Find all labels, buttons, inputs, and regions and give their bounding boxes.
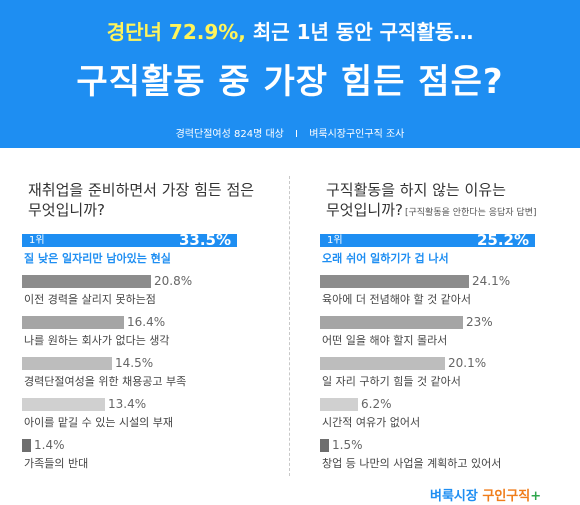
bar-row: 1위 33.5% 질 낮은 일자리만 남아있는 현실 (22, 231, 262, 268)
chart-note: [구직활동을 안한다는 응답자 답변] (404, 208, 537, 218)
bar-mark: 1위 33.5% (22, 231, 237, 249)
rank-badge: 1위 (29, 235, 45, 246)
survey-info: 경력단절여성 824명 대상 I 벼룩시장구인구직 조사 (0, 125, 580, 140)
chart-title-line1: 구직활동을 하지 않는 이유는 (326, 181, 506, 199)
bar-row: 1위 25.2% 오래 쉬어 일하기가 겁 나서 (320, 231, 560, 268)
bar-row: 20.1% 일 자리 구하기 힘들 것 같아서 (320, 356, 560, 391)
logo-plus-icon: + (530, 489, 542, 504)
bar-value-label: 23% (466, 315, 493, 329)
bar-value-label: 1.4% (34, 438, 65, 452)
bar-row: 23% 어떤 일을 해야 할지 몰라서 (320, 315, 560, 350)
bar-mark (320, 439, 329, 452)
bar-category-label: 아이를 맡길 수 있는 시설의 부재 (24, 416, 174, 429)
survey-target: 경력단절여성 824명 대상 (175, 129, 284, 140)
bar-category-label: 육아에 더 전념해야 할 것 같아서 (322, 293, 472, 306)
headline: 경단녀 72.9%, 최근 1년 동안 구직활동… (0, 16, 580, 45)
logo-text-b: 구인구직 (482, 489, 531, 504)
survey-source: 벼룩시장구인구직 조사 (309, 129, 405, 140)
bar-mark (22, 275, 151, 288)
page-title: 구직활동 중 가장 힘든 점은? (76, 62, 504, 102)
chart-title-line2-wrap: 무엇입니까? [구직활동을 안한다는 응답자 답변] (326, 200, 580, 223)
bar-value-label: 24.1% (472, 274, 511, 288)
bar-category-label: 나를 원하는 회사가 없다는 생각 (24, 334, 170, 347)
bar-category-label: 창업 등 나만의 사업을 계획하고 있어서 (322, 457, 502, 470)
panel-divider (289, 176, 290, 476)
bar-row: 1.5% 창업 등 나만의 사업을 계획하고 있어서 (320, 438, 560, 473)
bar-row: 1.4% 가족들의 반대 (22, 438, 262, 473)
bar-row: 20.8% 이전 경력을 살리지 못하는점 (22, 274, 262, 309)
bar-category-label: 경력단절여성을 위한 채용공고 부족 (24, 375, 187, 388)
bar-category-label: 가족들의 반대 (24, 457, 89, 470)
bar-mark (320, 316, 463, 329)
bar-row: 16.4% 나를 원하는 회사가 없다는 생각 (22, 315, 262, 350)
bar-value-label: 25.2% (476, 231, 529, 249)
bar-mark (22, 439, 31, 452)
chart-title-line1: 재취업을 준비하면서 가장 힘든 점은 (28, 181, 255, 199)
headline-rest: 최근 1년 동안 구직활동… (245, 20, 474, 44)
bar-category-label: 시간적 여유가 없어서 (322, 416, 421, 429)
bar-row: 14.5% 경력단절여성을 위한 채용공고 부족 (22, 356, 262, 391)
logo-text-a: 벼룩시장 (430, 489, 483, 504)
chart-title: 재취업을 준비하면서 가장 힘든 점은 무엇입니까? (28, 180, 288, 220)
bar-value-label: 1.5% (332, 438, 363, 452)
bar-value-label: 20.8% (154, 274, 193, 288)
chart-title-line2: 무엇입니까? (28, 201, 105, 219)
bar-mark (320, 275, 469, 288)
bar-value-label: 13.4% (108, 397, 147, 411)
bar-mark (22, 357, 112, 370)
bar-value-label: 14.5% (115, 356, 154, 370)
bar-value-label: 20.1% (448, 356, 487, 370)
bar-mark (22, 398, 105, 411)
bar-row: 24.1% 육아에 더 전념해야 할 것 같아서 (320, 274, 560, 309)
brand-logo: 벼룩시장 구인구직+ (430, 485, 541, 504)
bar-category-label: 오래 쉬어 일하기가 겁 나서 (322, 252, 449, 265)
bar-category-label: 일 자리 구하기 힘들 것 같아서 (322, 375, 461, 388)
bar-row: 13.4% 아이를 맡길 수 있는 시설의 부재 (22, 397, 262, 432)
content-area: 재취업을 준비하면서 가장 힘든 점은 무엇입니까? 1위 33.5% 질 낮은 일… (0, 148, 580, 505)
chart-title-line2: 무엇입니까? (326, 201, 403, 219)
bar-mark: 1위 25.2% (320, 231, 535, 249)
bar-category-label: 어떤 일을 해야 할지 몰라서 (322, 334, 448, 347)
bar-mark (22, 316, 124, 329)
survey-separator: I (295, 129, 298, 140)
bar-value-label: 16.4% (127, 315, 166, 329)
bar-category-label: 질 낮은 일자리만 남아있는 현실 (24, 252, 171, 265)
bar-value-label: 6.2% (361, 397, 392, 411)
bar-category-label: 이전 경력을 살리지 못하는점 (24, 293, 156, 306)
rank-badge: 1위 (327, 235, 343, 246)
bar-value-label: 33.5% (178, 231, 231, 249)
bar-mark (320, 398, 358, 411)
headline-highlight: 경단녀 72.9%, (106, 20, 246, 44)
chart-title: 구직활동을 하지 않는 이유는 무엇입니까? [구직활동을 안한다는 응답자 답변… (326, 180, 580, 223)
header-banner: 경단녀 72.9%, 최근 1년 동안 구직활동… 구직활동 중 가장 힘든 점… (0, 0, 580, 148)
bar-mark (320, 357, 445, 370)
bar-row: 6.2% 시간적 여유가 없어서 (320, 397, 560, 432)
